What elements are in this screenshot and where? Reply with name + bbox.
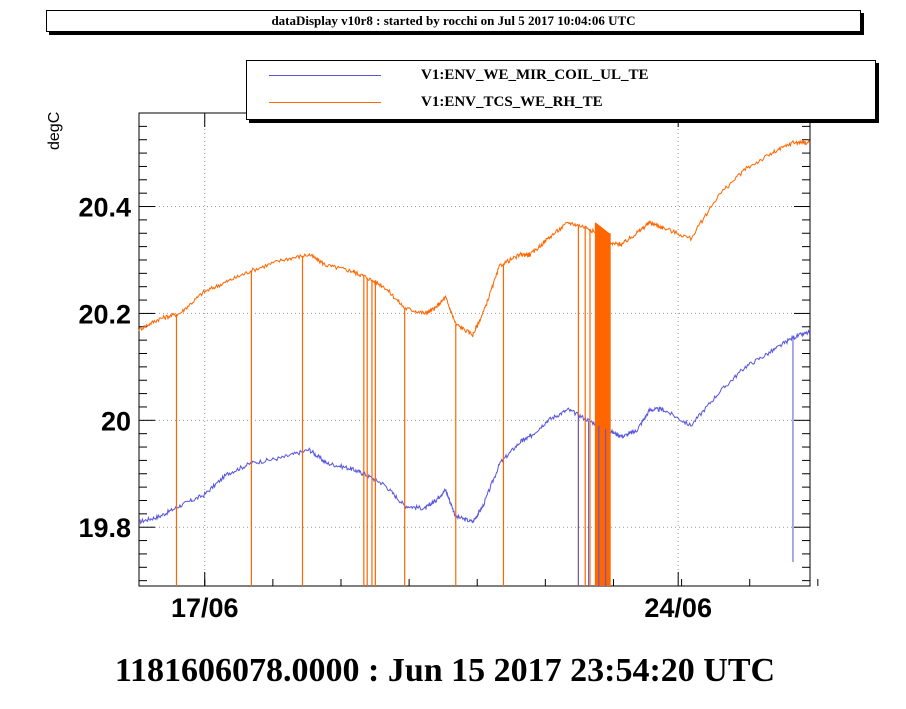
legend-entry-series2: V1:ENV_TCS_WE_RH_TE [247,92,875,112]
y-tick-label: 20.4 [78,193,131,223]
x-tick-label: 24/06 [644,593,712,623]
legend-label-series2: V1:ENV_TCS_WE_RH_TE [421,94,603,110]
legend-entry-series1: V1:ENV_WE_MIR_COIL_UL_TE [247,65,875,85]
y-tick-label: 19.8 [78,513,131,543]
legend-swatch-series2 [269,102,381,103]
footer-timestamp: 1181606078.0000 : Jun 15 2017 23:54:20 U… [114,652,776,689]
series-line-1 [138,329,811,525]
legend: V1:ENV_WE_MIR_COIL_UL_TE V1:ENV_TCS_WE_R… [246,60,876,120]
display-title: dataDisplay v10r8 : started by rocchi on… [46,10,861,32]
series-line-2 [138,138,811,338]
y-tick-label: 20.2 [78,299,131,329]
x-tick-label: 17/06 [171,593,239,623]
y-tick-label: 20 [101,406,131,436]
plot-frame [138,112,811,587]
legend-label-series1: V1:ENV_WE_MIR_COIL_UL_TE [421,67,649,83]
legend-swatch-series1 [269,75,381,76]
